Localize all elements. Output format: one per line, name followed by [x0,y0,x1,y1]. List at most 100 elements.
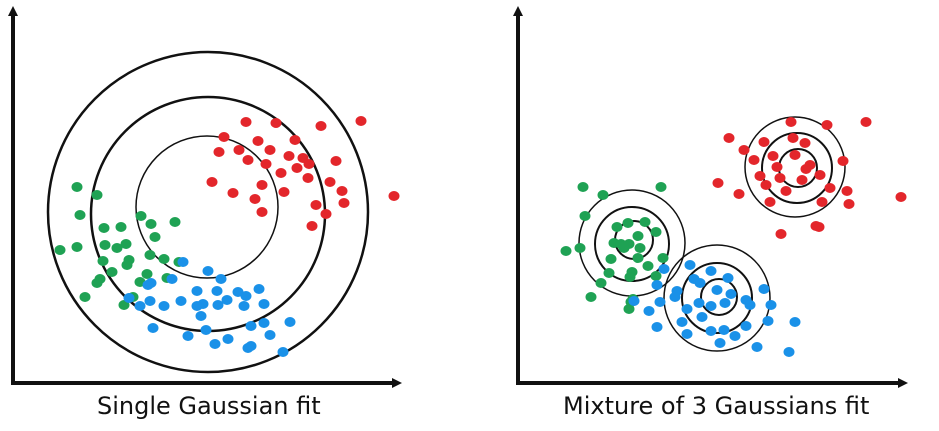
right-blue-point [740,321,752,331]
left-red-point [278,187,290,197]
left-green-point [141,269,153,279]
left-red-point [252,136,264,146]
right-green-point [605,254,617,264]
right-blue-point [681,329,693,339]
right-blue-point [705,301,717,311]
left-red-point [242,155,254,165]
left-red-point [227,188,239,198]
left-blue-point [177,257,189,267]
right-blue-contour-inner [700,278,738,316]
right-blue-point [751,342,763,352]
right-red-point [738,145,750,155]
left-blue-point [147,323,159,333]
left-green-point [158,254,170,264]
left-red-point [302,173,314,183]
right-blue-point [669,292,681,302]
left-red-point [297,153,309,163]
left-blue-point [221,295,233,305]
left-red-point [338,198,350,208]
right-blue-point [719,298,731,308]
right-green-point [642,261,654,271]
right-red-point [771,162,783,172]
right-blue-point [643,306,655,316]
right-green-point [634,243,646,253]
left-green-point [106,267,118,277]
left-red-point [289,135,301,145]
left-blue-point [245,341,257,351]
right-red-point [814,170,826,180]
left-panel [8,6,402,388]
right-red-point [789,150,801,160]
left-blue-point [134,301,146,311]
left-red-point [388,191,400,201]
left-blue-point [191,286,203,296]
right-red-point [712,178,724,188]
right-blue-contour-middle [681,262,753,334]
right-green-point [639,217,651,227]
right-blue-point [676,317,688,327]
right-red-point [821,120,833,130]
left-red-point [256,207,268,217]
right-blue-point [744,300,756,310]
left-blue-point [195,311,207,321]
right-blue-point [789,317,801,327]
right-green-point [611,222,623,232]
right-green-point [632,253,644,263]
right-red-point [824,183,836,193]
right-blue-point [714,338,726,348]
left-red-point [324,177,336,187]
right-green-point [623,304,635,314]
right-blue-point [783,347,795,357]
right-red-point [837,156,849,166]
right-green-point [650,271,662,281]
left-blue-point [238,301,250,311]
right-green-point [632,231,644,241]
right-blue-contours [663,244,771,352]
right-red-point [860,117,872,127]
right-blue-point [711,285,723,295]
left-red-point [275,168,287,178]
left-red-point [291,163,303,173]
right-red-contours [744,116,846,218]
left-blue-point [258,318,270,328]
left-blue-point [191,301,203,311]
right-red-point [843,199,855,209]
left-red-point [240,117,252,127]
right-blue-point [651,280,663,290]
right-red-contour-middle [761,132,833,204]
left-blue-point [284,317,296,327]
right-green-point [560,246,572,256]
right-blue-point [762,316,774,326]
left-green-point [99,240,111,250]
right-red-point [733,189,745,199]
left-red-point [249,194,261,204]
left-blue-point [240,291,252,301]
left-red-point [264,145,276,155]
left-green-point [74,210,86,220]
right-green-point [603,268,615,278]
right-red-point [799,138,811,148]
left-red-point [336,186,348,196]
right-red-point [754,171,766,181]
right-red-point [764,197,776,207]
right-red-point [895,192,907,202]
right-green-point [574,243,586,253]
left-blue-point [200,325,212,335]
right-blue-point [725,289,737,299]
right-green-point [622,218,634,228]
right-green-point [577,182,589,192]
left-red-point [283,151,295,161]
left-points-red [206,116,400,231]
right-panel [513,6,908,388]
right-red-point [748,155,760,165]
left-green-point [71,182,83,192]
right-red-point [775,229,787,239]
left-blue-point [215,274,227,284]
right-blue-point [681,304,693,314]
left-blue-point [123,293,135,303]
left-red-point [218,132,230,142]
right-blue-point [684,260,696,270]
left-contour-outer [46,50,370,374]
right-blue-point [658,264,670,274]
right-blue-point [705,266,717,276]
